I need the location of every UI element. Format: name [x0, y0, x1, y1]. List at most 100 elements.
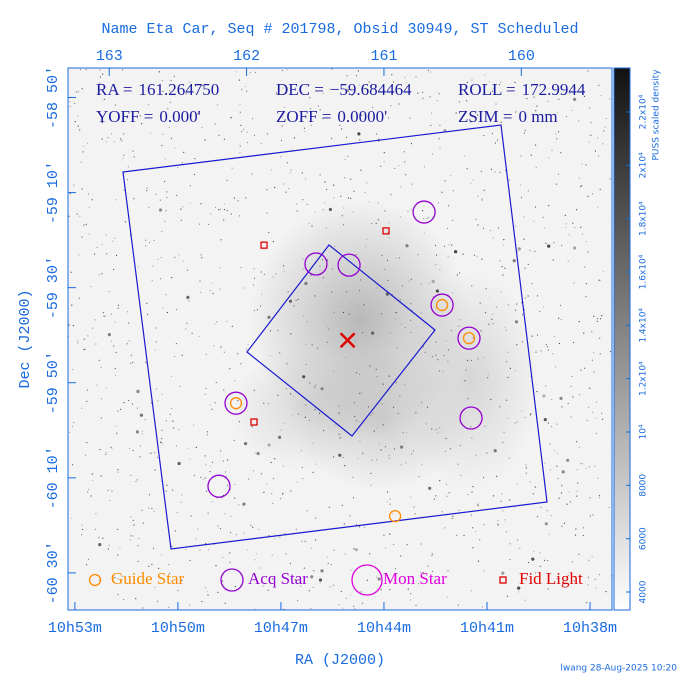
- background-star: [205, 387, 207, 390]
- background-star: [400, 464, 402, 466]
- background-star: [535, 351, 537, 353]
- background-star: [466, 359, 469, 361]
- background-star: [521, 314, 524, 316]
- background-star: [356, 116, 358, 118]
- background-star: [477, 505, 479, 507]
- background-star: [483, 135, 485, 137]
- background-star: [301, 466, 303, 469]
- background-star: [536, 105, 538, 107]
- y-tick-label: -59 30': [45, 256, 62, 319]
- background-star: [593, 315, 595, 317]
- background-star: [310, 274, 312, 276]
- background-star: [187, 113, 189, 115]
- background-star: [343, 523, 345, 525]
- background-star: [415, 412, 417, 414]
- background-star: [437, 202, 439, 204]
- background-star: [539, 565, 541, 568]
- background-star: [400, 216, 402, 218]
- background-star: [384, 268, 386, 270]
- info-value: 0 mm: [518, 107, 557, 126]
- background-star: [383, 534, 385, 536]
- background-star: [515, 111, 517, 113]
- background-star: [542, 216, 544, 218]
- background-star: [193, 173, 196, 176]
- background-star: [311, 225, 313, 227]
- background-star: [302, 199, 304, 201]
- background-star: [319, 174, 321, 176]
- background-star: [210, 213, 212, 215]
- background-star: [131, 403, 133, 405]
- background-star: [189, 202, 191, 204]
- background-star: [508, 457, 510, 459]
- background-star: [354, 608, 356, 610]
- background-star: [514, 370, 516, 372]
- background-star: [548, 157, 550, 159]
- background-star: [351, 95, 353, 97]
- background-star: [421, 464, 423, 466]
- background-star: [237, 399, 239, 402]
- background-star: [546, 510, 548, 512]
- background-star: [111, 447, 113, 449]
- background-star: [322, 209, 324, 211]
- background-star: [123, 189, 125, 191]
- background-star: [366, 238, 368, 240]
- colorbar-label: PUSS scaled density: [652, 69, 662, 161]
- background-star: [459, 444, 461, 447]
- background-star: [357, 132, 361, 136]
- background-star: [553, 242, 555, 244]
- background-star: [589, 387, 591, 389]
- background-star: [473, 254, 476, 256]
- background-star: [436, 100, 438, 102]
- background-star: [207, 512, 209, 514]
- acq-star: [207, 474, 231, 498]
- background-star: [470, 121, 472, 123]
- colorbar-tick-label: 2x10⁴: [639, 152, 649, 179]
- background-star: [344, 177, 346, 179]
- background-star: [329, 88, 331, 90]
- background-star: [371, 223, 373, 225]
- background-star: [451, 517, 453, 520]
- background-star: [457, 463, 459, 465]
- background-star: [117, 471, 119, 473]
- background-star: [302, 477, 304, 480]
- background-star: [527, 295, 529, 297]
- background-star: [123, 154, 125, 156]
- background-star: [383, 152, 385, 154]
- background-star: [238, 504, 240, 506]
- background-star: [407, 210, 409, 212]
- background-star: [411, 183, 413, 185]
- background-star: [431, 279, 435, 284]
- background-star: [110, 133, 113, 135]
- background-star: [526, 98, 528, 100]
- background-star: [539, 311, 541, 313]
- background-star: [475, 454, 477, 456]
- background-star: [253, 277, 256, 279]
- background-star: [424, 351, 426, 353]
- background-star: [185, 328, 187, 330]
- background-star: [477, 560, 480, 562]
- background-star: [496, 475, 498, 477]
- background-star: [477, 358, 479, 360]
- background-star: [327, 326, 329, 328]
- background-star: [370, 484, 372, 486]
- background-star: [507, 351, 509, 353]
- background-star: [375, 576, 377, 578]
- background-star: [119, 547, 121, 549]
- background-star: [378, 140, 380, 142]
- background-star: [435, 495, 437, 497]
- background-star: [92, 479, 94, 482]
- background-star: [164, 158, 166, 160]
- background-star: [101, 138, 103, 140]
- background-star: [506, 417, 509, 419]
- background-star: [141, 123, 143, 125]
- background-star: [578, 553, 580, 555]
- background-star: [315, 517, 317, 519]
- background-star: [239, 111, 241, 113]
- background-star: [82, 151, 84, 153]
- background-star: [597, 206, 599, 208]
- background-star: [588, 466, 591, 468]
- background-star: [581, 163, 583, 165]
- background-star: [260, 567, 262, 569]
- background-star: [169, 101, 171, 103]
- background-star: [231, 167, 233, 169]
